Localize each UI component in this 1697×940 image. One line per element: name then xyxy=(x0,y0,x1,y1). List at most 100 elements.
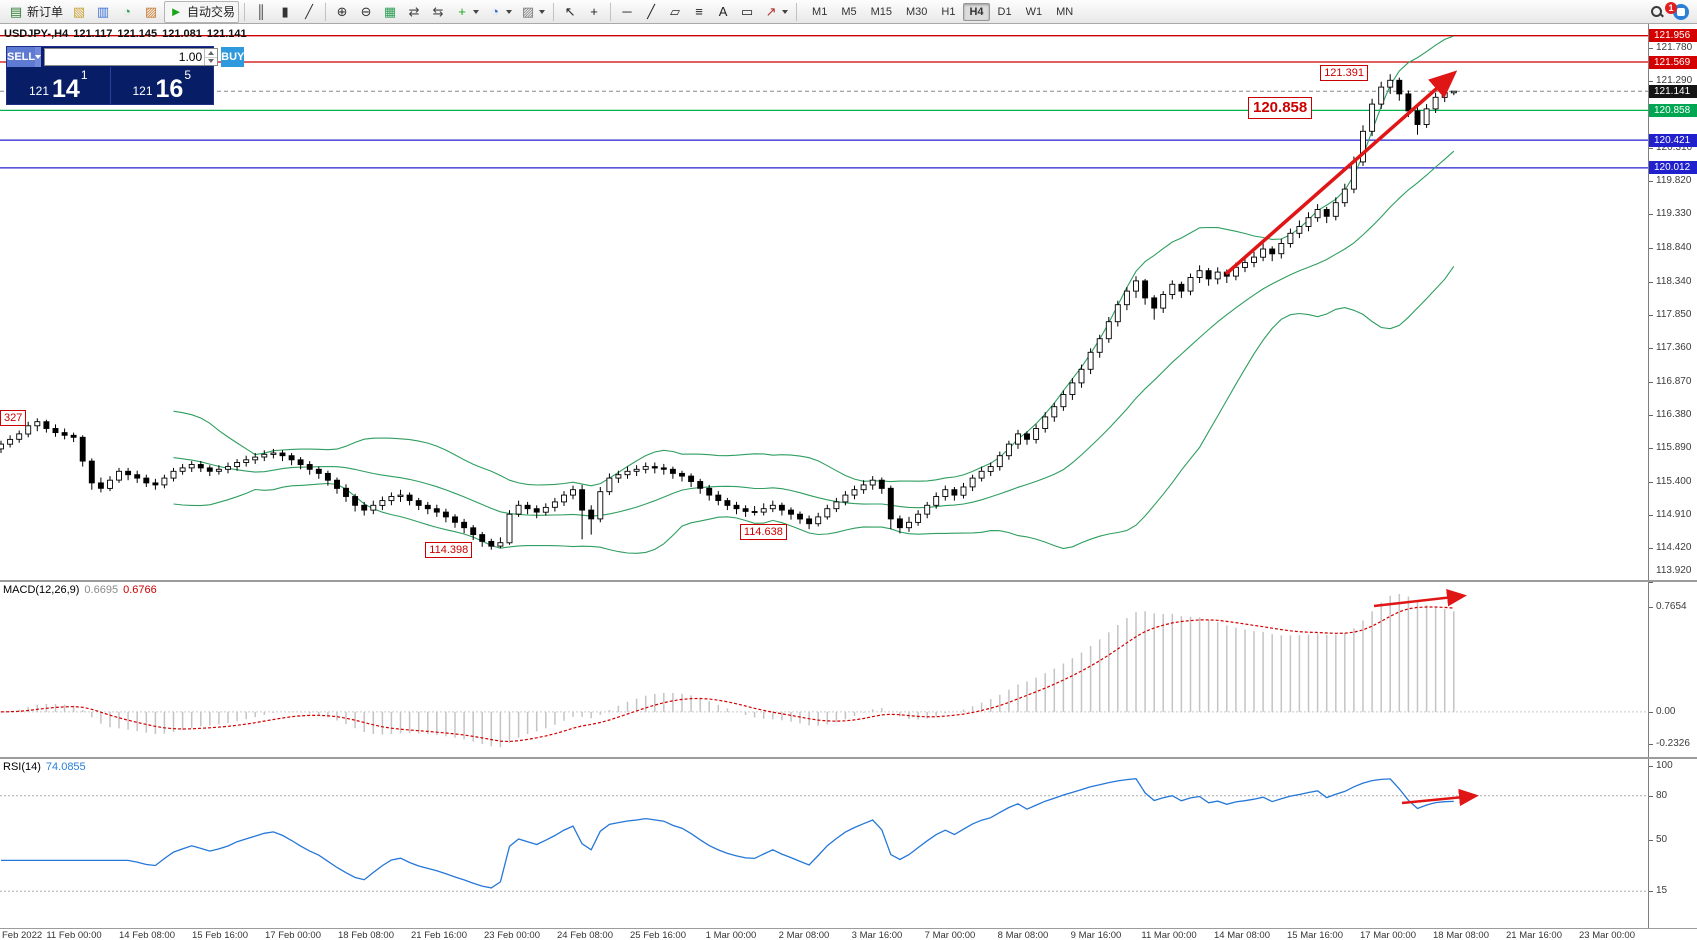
price-marker-121.141: 121.141 xyxy=(1649,84,1697,98)
price-tick-label: 119.820 xyxy=(1656,175,1692,186)
buy-price[interactable]: 121 16 5 xyxy=(109,67,214,104)
chart-shift-icon[interactable]: ⇆ xyxy=(427,2,449,22)
community-icon[interactable]: 1 xyxy=(1665,1,1692,22)
rsi-panel[interactable] xyxy=(0,759,1648,933)
timeframe-h1[interactable]: H1 xyxy=(941,5,956,18)
macd-tick-label: -0.2326 xyxy=(1656,737,1690,749)
time-label: 14 Mar 08:00 xyxy=(1214,930,1270,940)
community-icon xyxy=(1673,3,1689,20)
time-axis[interactable]: Feb 2022 11 Feb 00:00 14 Feb 08:00 15 Feb 1… xyxy=(0,929,1648,940)
trendline-icon-glyph: ╱ xyxy=(647,3,655,19)
zoom-in-icon-glyph: ⊕ xyxy=(336,3,348,19)
annotation-120.858[interactable]: 120.858 xyxy=(1248,97,1313,120)
panel-separator[interactable] xyxy=(0,757,1697,759)
candlestick-chart-icon[interactable]: ▮ xyxy=(274,2,296,22)
equidistant-channel-icon[interactable]: ▱ xyxy=(664,2,686,22)
cursor-icon[interactable]: ↖ xyxy=(559,2,581,22)
price-tick xyxy=(1649,181,1653,182)
periods-button[interactable]: ◔ xyxy=(484,2,515,22)
auto-trading-button[interactable]: ► 自动交易 xyxy=(164,0,240,23)
time-label: 24 Feb 08:00 xyxy=(557,930,613,940)
timeframe-h4[interactable]: H4 xyxy=(963,2,990,21)
new-order-button[interactable]: ▤ 新订单 xyxy=(5,2,66,22)
templates-button[interactable]: ▨ xyxy=(517,2,548,22)
price-marker-120.012: 120.012 xyxy=(1649,161,1697,175)
sell-options-caret[interactable] xyxy=(35,47,42,67)
auto-trading-button-glyph: ► xyxy=(169,3,183,19)
main-price-chart[interactable] xyxy=(0,24,1648,585)
rsi-tick xyxy=(1649,795,1653,797)
zoom-in-icon[interactable]: ⊕ xyxy=(331,2,353,22)
annotation-114.638[interactable]: 114.638 xyxy=(739,524,787,541)
macd-panel[interactable] xyxy=(0,582,1648,762)
tile-windows-icon[interactable]: ▦ xyxy=(379,2,401,22)
zoom-out-icon[interactable]: ⊖ xyxy=(355,2,377,22)
time-label: 23 Feb 00:00 xyxy=(484,930,540,940)
arrows-tool-icon-glyph: ↗ xyxy=(765,3,777,19)
trade-panel-prices: 121 14 1 121 16 5 xyxy=(7,67,213,104)
volume-down-button[interactable] xyxy=(205,58,217,66)
macd-tick xyxy=(1649,607,1653,609)
text-label-icon-glyph: ▭ xyxy=(740,3,754,19)
sell-button[interactable]: SELL xyxy=(7,47,36,67)
line-chart-icon[interactable]: ╱ xyxy=(298,2,320,22)
annotation-121.391[interactable]: 121.391 xyxy=(1320,65,1368,82)
indicators-button[interactable]: + xyxy=(451,2,482,22)
price-tick xyxy=(1649,314,1653,316)
crosshair-icon[interactable]: + xyxy=(583,2,605,22)
price-tick xyxy=(1649,414,1653,416)
charts-cascade-icon[interactable]: ▧ xyxy=(68,2,90,22)
volume-input[interactable] xyxy=(45,49,205,65)
trend-arrow[interactable] xyxy=(1224,70,1458,276)
sell-price-small: 121 xyxy=(28,84,50,98)
trendline-icon[interactable]: ╱ xyxy=(640,2,662,22)
caret-down-icon xyxy=(35,55,42,59)
market-watch-icon[interactable]: ▥ xyxy=(92,2,114,22)
sell-price[interactable]: 121 14 1 xyxy=(7,67,110,104)
timeframe-m30[interactable]: M30 xyxy=(906,5,928,18)
buy-button[interactable]: BUY xyxy=(221,47,245,67)
timeframe-m5[interactable]: M5 xyxy=(841,5,857,18)
price-tick xyxy=(1649,81,1653,82)
auto-scroll-icon[interactable]: ⇄ xyxy=(403,2,425,22)
timeframe-w1[interactable]: W1 xyxy=(1025,5,1043,18)
time-label: 17 Feb 00:00 xyxy=(265,930,321,940)
ohlc-low: 121.081 xyxy=(162,28,202,40)
symbol-period: USDJPY-,H4 xyxy=(4,28,69,40)
macd-arrow[interactable] xyxy=(1373,588,1467,608)
price-scale[interactable]: 121.780121.290120.800120.310119.820119.3… xyxy=(1648,24,1697,928)
rsi-label: RSI(14) 74.0855 xyxy=(3,761,86,773)
ohlc-high: 121.145 xyxy=(117,28,158,40)
annotation-114.398[interactable]: 114.398 xyxy=(425,541,473,558)
rsi-tick-label: 15 xyxy=(1656,885,1668,897)
ohlc-open: 121.117 xyxy=(73,28,113,40)
data-window-icon[interactable]: ◔ xyxy=(116,2,138,22)
macd-tick-label: 0.7654 xyxy=(1656,601,1687,613)
macd-histogram xyxy=(9,593,1455,748)
bar-chart-icon[interactable]: ║ xyxy=(250,2,272,22)
annotation-327[interactable]: 327 xyxy=(0,409,27,426)
price-tick xyxy=(1649,448,1653,450)
volume-up-button[interactable] xyxy=(205,49,218,58)
timeframe-d1[interactable]: D1 xyxy=(997,5,1012,18)
chart-window[interactable]: USDJPY-,H4 121.117 121.145 121.081 121.141 S… xyxy=(0,24,1697,940)
arrows-tool-icon[interactable]: ↗ xyxy=(760,2,791,22)
timeframe-m15[interactable]: M15 xyxy=(870,5,892,18)
horizontal-line-icon[interactable]: ─ xyxy=(616,2,638,22)
text-tool-icon[interactable]: A xyxy=(712,2,734,22)
fibonacci-icon[interactable]: ≡ xyxy=(688,2,710,22)
rsi-arrow[interactable] xyxy=(1401,788,1479,807)
panel-separator[interactable] xyxy=(0,580,1697,582)
rsi-tick xyxy=(1649,766,1653,768)
search-icon[interactable] xyxy=(1646,2,1668,22)
price-tick-label: 114.420 xyxy=(1656,542,1692,554)
price-tick xyxy=(1649,381,1653,383)
auto-trading-button-label: 自动交易 xyxy=(187,5,236,19)
terminal-icon[interactable]: ▨ xyxy=(140,2,162,22)
buy-price-big: 16 xyxy=(155,75,184,103)
timeframe-mn[interactable]: MN xyxy=(1056,5,1074,18)
rsi-tick xyxy=(1649,839,1653,841)
text-label-icon[interactable]: ▭ xyxy=(736,2,758,22)
timeframe-m1[interactable]: M1 xyxy=(812,5,828,18)
